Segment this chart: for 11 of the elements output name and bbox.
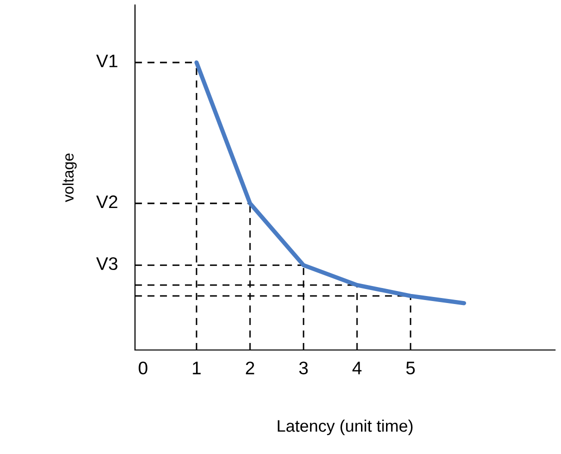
x-tick-label: 2: [246, 362, 254, 374]
y-axis-title: voltage: [62, 154, 77, 202]
x-tick-label: 0: [138, 362, 148, 374]
ref-line-label: V1: [96, 54, 118, 68]
x-tick-label: 5: [406, 362, 415, 374]
x-tick-label: 1: [192, 362, 201, 374]
x-axis-title: Latency (unit time): [278, 420, 413, 436]
x-tick-label: 3: [299, 362, 308, 374]
x-tick-label: 4: [352, 362, 362, 374]
ref-line-label: V3: [96, 257, 118, 270]
ref-line-label: V2: [96, 195, 118, 208]
